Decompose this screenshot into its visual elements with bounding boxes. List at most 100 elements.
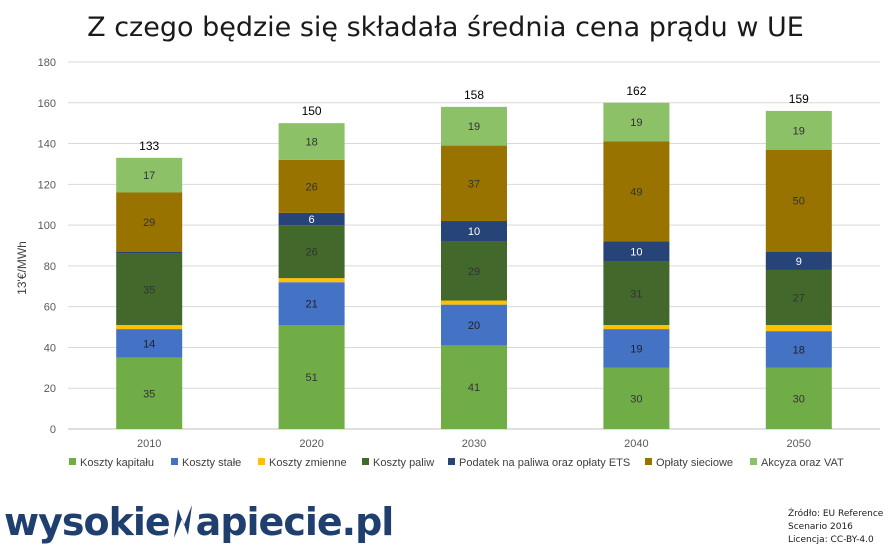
bar-segment <box>765 251 832 270</box>
legend-label: Akcyza oraz VAT <box>761 457 844 469</box>
logo-text-part1: wysokie <box>4 500 171 544</box>
bar-segment <box>765 367 832 429</box>
bar-segment <box>116 325 183 330</box>
data-label: 35 <box>143 284 155 296</box>
data-label: 17 <box>143 170 155 182</box>
data-label: 26 <box>305 247 317 259</box>
source-note: Źródło: EU Reference Scenario 2016 Licen… <box>788 508 883 547</box>
legend-swatch <box>171 458 178 465</box>
data-label: 19 <box>468 121 480 133</box>
data-label: 18 <box>305 137 317 149</box>
bar-segment <box>278 225 345 279</box>
legend-item: Koszty kapitału <box>69 457 154 469</box>
y-tick-label: 120 <box>38 179 56 191</box>
bar-segment <box>765 269 832 326</box>
bars: 35 14 35 29 17 133 51 21 26 6 26 18 150 41 20 29 10 37 19 1… <box>116 84 832 429</box>
legend-label: Koszty zmienne <box>269 457 347 469</box>
source-line-3: Licencja: CC-BY-4.0 <box>788 535 874 545</box>
y-axis-label: 13'€/MWh <box>15 241 29 295</box>
bar-segment <box>116 251 183 254</box>
total-label: 159 <box>789 92 809 106</box>
bar-segment <box>603 261 670 326</box>
bar-segment <box>603 329 670 368</box>
total-label: 133 <box>139 139 159 153</box>
x-tick-label: 2010 <box>137 438 161 450</box>
bar-segment <box>765 331 832 368</box>
legend-swatch <box>362 458 369 465</box>
site-logo: wysokie apiecie.pl <box>4 500 395 544</box>
bar-stack-2030: 41 20 29 10 37 19 158 <box>441 88 507 429</box>
x-tick-label: 2030 <box>462 438 486 450</box>
data-label: 19 <box>793 125 805 137</box>
bar-segment <box>603 241 670 262</box>
bar-segment <box>765 110 832 150</box>
y-tick-label: 100 <box>38 220 56 232</box>
bar-segment <box>603 325 670 330</box>
bar-segment <box>441 106 507 146</box>
data-label: 49 <box>630 186 642 198</box>
bar-segment <box>116 329 183 358</box>
legend-item: Podatek na paliwa oraz opłaty ETS <box>448 457 630 469</box>
data-label: 29 <box>468 266 480 278</box>
bar-segment <box>441 345 507 429</box>
data-label: 20 <box>468 320 480 332</box>
total-label: 150 <box>302 104 322 118</box>
bar-segment <box>116 253 183 326</box>
y-tick-label: 60 <box>44 302 56 314</box>
logo-text-part2: apiecie.pl <box>195 500 395 544</box>
bar-segment <box>116 357 183 429</box>
bar-segment <box>278 159 345 213</box>
data-label: 18 <box>793 344 805 356</box>
data-label: 19 <box>630 343 642 355</box>
data-label: 50 <box>793 196 805 208</box>
y-tick-label: 180 <box>38 57 56 69</box>
data-label: 31 <box>630 288 642 300</box>
bar-segment <box>116 157 183 193</box>
legend-item: Koszty zmienne <box>258 457 347 469</box>
legend-label: Koszty kapitału <box>80 457 154 469</box>
data-label: 27 <box>793 292 805 304</box>
data-label: 51 <box>305 372 317 384</box>
legend-item: Opłaty sieciowe <box>645 457 733 469</box>
data-label: 37 <box>468 178 480 190</box>
bar-stack-2010: 35 14 35 29 17 133 <box>116 139 183 429</box>
y-tick-label: 0 <box>50 424 56 436</box>
data-label: 41 <box>468 382 480 394</box>
source-line-1: Źródło: EU Reference <box>788 509 884 519</box>
y-tick-label: 80 <box>44 261 56 273</box>
x-axis-ticks: 2010 2020 2030 2040 2050 <box>137 438 811 450</box>
bar-stack-2020: 51 21 26 6 26 18 150 <box>278 104 345 429</box>
y-tick-label: 40 <box>44 342 56 354</box>
bar-segment <box>278 282 345 326</box>
data-label: 21 <box>305 299 317 311</box>
bar-segment <box>603 367 670 429</box>
bar-segment <box>441 145 507 222</box>
data-label: 9 <box>796 256 802 268</box>
legend-item: Koszty stałe <box>171 457 241 469</box>
legend-swatch <box>258 458 265 465</box>
bar-segment <box>603 141 670 242</box>
data-label: 35 <box>143 388 155 400</box>
bar-segment <box>441 304 507 346</box>
chart-title: Z czego będzie się składała średnia cena… <box>87 12 804 43</box>
data-label: 6 <box>309 214 315 226</box>
legend-label: Opłaty sieciowe <box>656 457 733 469</box>
bar-segment <box>116 192 183 252</box>
bar-segment <box>765 149 832 252</box>
legend-item: Koszty paliw <box>362 457 434 469</box>
legend-swatch <box>645 458 652 465</box>
bar-segment <box>441 241 507 301</box>
data-label: 10 <box>468 226 480 238</box>
lightning-icon <box>170 500 196 544</box>
bar-segment <box>441 221 507 242</box>
legend-swatch <box>448 458 455 465</box>
total-label: 162 <box>626 84 646 98</box>
bar-segment <box>278 123 345 160</box>
legend-swatch <box>69 458 76 465</box>
bar-segment <box>765 325 832 332</box>
source-line-2: Scenario 2016 <box>788 522 853 532</box>
legend: Koszty kapitału Koszty stałe Koszty zmienn… <box>69 457 844 469</box>
bar-segment <box>278 212 345 226</box>
data-label: 30 <box>793 393 805 405</box>
legend-label: Podatek na paliwa oraz opłaty ETS <box>459 457 630 469</box>
